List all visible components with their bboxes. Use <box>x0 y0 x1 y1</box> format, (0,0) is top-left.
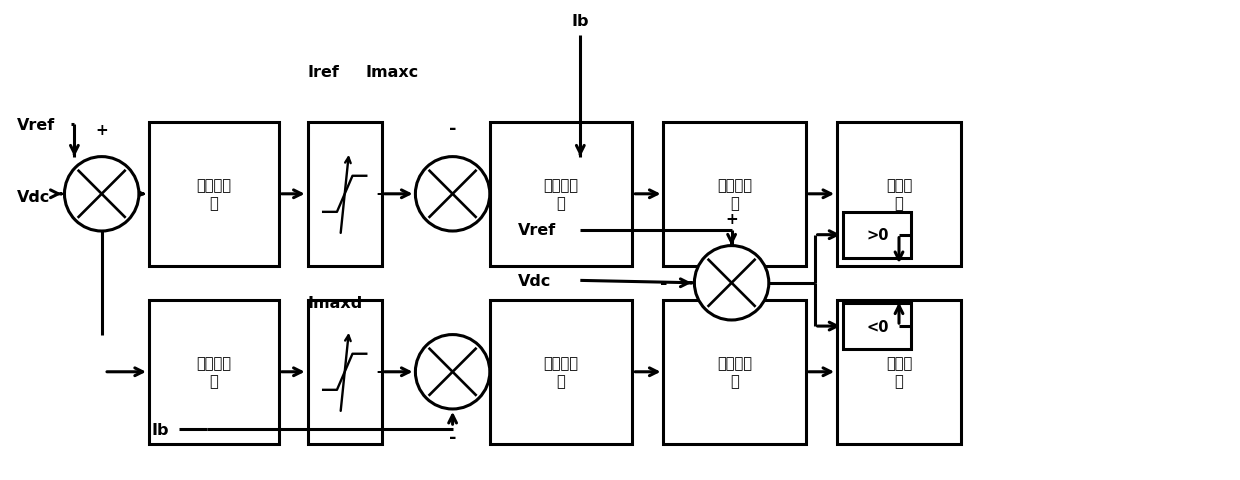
Text: 占空比调
节: 占空比调 节 <box>717 355 753 389</box>
Bar <box>843 212 911 258</box>
Text: Vref: Vref <box>518 223 557 238</box>
Text: <0: <0 <box>866 319 889 334</box>
Bar <box>663 122 806 266</box>
Text: +: + <box>95 123 108 138</box>
Bar <box>663 300 806 444</box>
Ellipse shape <box>415 335 490 409</box>
Bar <box>843 304 911 349</box>
Bar <box>308 122 382 266</box>
Text: 电流控制
器: 电流控制 器 <box>543 355 579 389</box>
Bar <box>490 300 632 444</box>
Text: +: + <box>725 212 738 227</box>
Text: +: + <box>376 187 388 202</box>
Text: -: - <box>30 185 37 204</box>
Bar <box>837 300 961 444</box>
Bar <box>490 122 632 266</box>
Text: Imaxc: Imaxc <box>366 64 419 80</box>
Ellipse shape <box>694 246 769 320</box>
Text: +: + <box>376 364 388 380</box>
Text: Ib: Ib <box>572 14 589 29</box>
Bar <box>149 122 279 266</box>
Text: Vdc: Vdc <box>17 189 51 204</box>
Text: -: - <box>449 428 456 446</box>
Bar <box>837 122 961 266</box>
Bar <box>149 300 279 444</box>
Text: Vdc: Vdc <box>518 273 552 288</box>
Text: Ib: Ib <box>151 422 169 437</box>
Ellipse shape <box>64 157 139 231</box>
Text: 电压控制
器: 电压控制 器 <box>196 178 232 211</box>
Text: 占空比调
节: 占空比调 节 <box>717 178 753 211</box>
Text: Iref: Iref <box>308 64 340 80</box>
Text: Vref: Vref <box>17 117 56 132</box>
Text: -: - <box>449 120 456 138</box>
Text: Imaxd: Imaxd <box>308 295 363 310</box>
Text: -: - <box>660 274 667 292</box>
Text: 充电脉
冲: 充电脉 冲 <box>885 355 913 389</box>
Text: 电压控制
器: 电压控制 器 <box>196 355 232 389</box>
Text: >0: >0 <box>866 228 889 243</box>
Text: 电流控制
器: 电流控制 器 <box>543 178 579 211</box>
Text: 放电脉
冲: 放电脉 冲 <box>885 178 913 211</box>
Ellipse shape <box>415 157 490 231</box>
Bar <box>308 300 382 444</box>
